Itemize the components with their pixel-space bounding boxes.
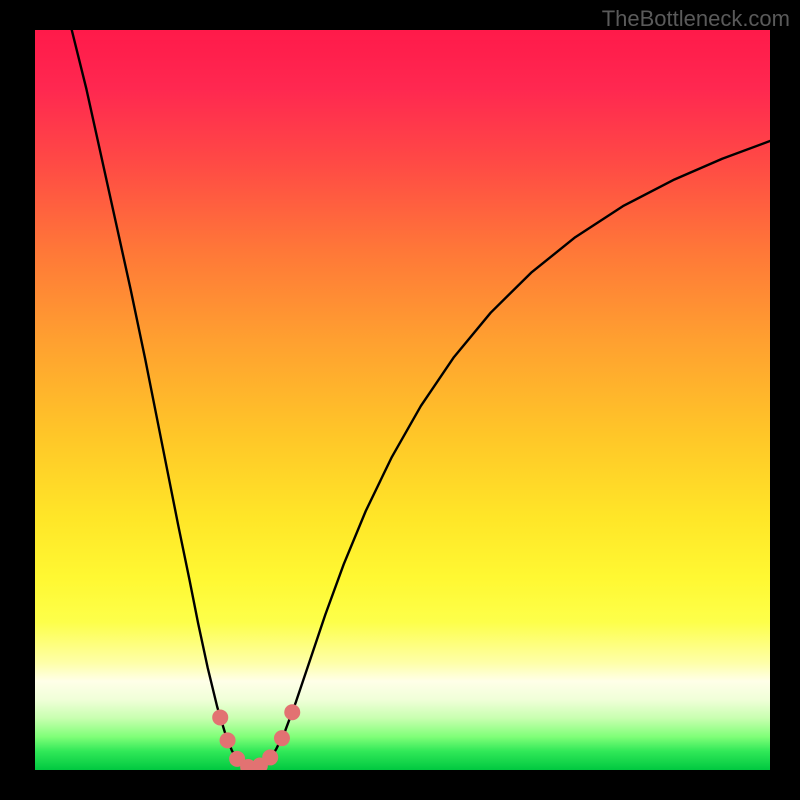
marker-dot: [274, 730, 290, 746]
gradient-background: [35, 30, 770, 770]
marker-dot: [212, 709, 228, 725]
marker-dot: [262, 749, 278, 765]
chart-frame: TheBottleneck.com: [0, 0, 800, 800]
marker-dot: [220, 732, 236, 748]
plot-area: [35, 30, 770, 770]
watermark-text: TheBottleneck.com: [602, 6, 790, 32]
marker-dot: [284, 704, 300, 720]
chart-svg: [35, 30, 770, 770]
